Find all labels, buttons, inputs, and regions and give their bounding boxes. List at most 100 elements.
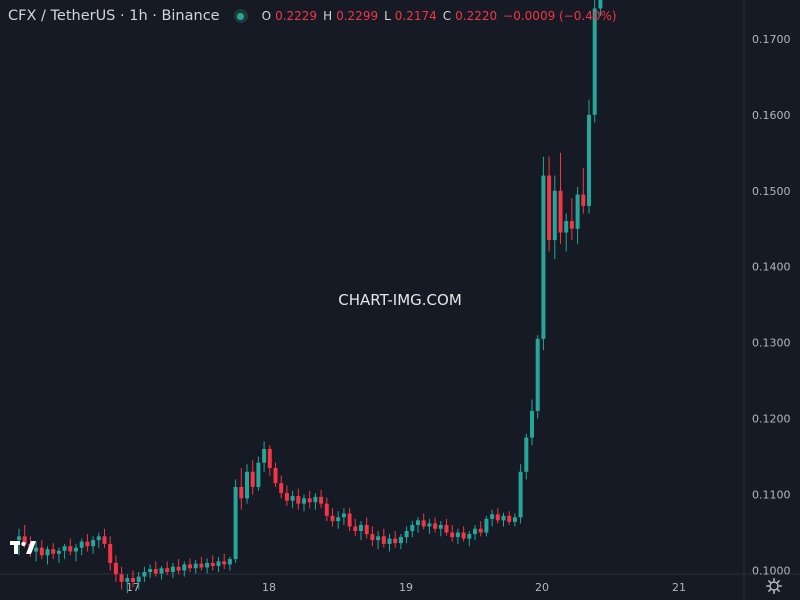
- candle-body[interactable]: [22, 536, 27, 544]
- settings-gear-icon[interactable]: [766, 578, 782, 594]
- candle-body[interactable]: [581, 194, 586, 206]
- candle-body[interactable]: [290, 496, 295, 501]
- candle-body[interactable]: [564, 221, 569, 233]
- candle-body[interactable]: [376, 536, 381, 541]
- candle-body[interactable]: [148, 568, 153, 573]
- candle-body[interactable]: [598, 0, 603, 9]
- candle-body[interactable]: [433, 523, 438, 529]
- candle-body[interactable]: [227, 559, 232, 565]
- candle-body[interactable]: [427, 523, 432, 527]
- candle-body[interactable]: [490, 514, 495, 519]
- candle-body[interactable]: [153, 568, 158, 574]
- candle-body[interactable]: [131, 578, 135, 582]
- candle-body[interactable]: [438, 524, 443, 529]
- candle-body[interactable]: [256, 462, 261, 487]
- candle-body[interactable]: [125, 578, 130, 582]
- candle-body[interactable]: [319, 496, 324, 504]
- candle-body[interactable]: [56, 550, 61, 554]
- candle-body[interactable]: [398, 537, 403, 544]
- candle-body[interactable]: [91, 540, 96, 547]
- candle-body[interactable]: [159, 568, 164, 574]
- candle-body[interactable]: [541, 175, 546, 339]
- candle-body[interactable]: [170, 566, 175, 573]
- candle-body[interactable]: [341, 513, 346, 518]
- candle-body[interactable]: [381, 536, 386, 544]
- candle-body[interactable]: [347, 513, 352, 527]
- candle-body[interactable]: [410, 524, 415, 532]
- candle-body[interactable]: [273, 467, 278, 484]
- candle-body[interactable]: [552, 190, 557, 241]
- candle-body[interactable]: [205, 562, 210, 568]
- candle-body[interactable]: [51, 549, 56, 554]
- candle-body[interactable]: [404, 531, 409, 538]
- candle-body[interactable]: [524, 437, 529, 472]
- candle-body[interactable]: [182, 564, 187, 571]
- candle-body[interactable]: [108, 543, 113, 563]
- candle-body[interactable]: [136, 576, 141, 582]
- candle-body[interactable]: [461, 532, 466, 539]
- candle-body[interactable]: [102, 536, 107, 544]
- candle-body[interactable]: [17, 536, 21, 541]
- tradingview-logo-icon[interactable]: [10, 540, 36, 556]
- candle-body[interactable]: [142, 572, 147, 577]
- candle-body[interactable]: [68, 546, 73, 552]
- candle-body[interactable]: [165, 568, 170, 573]
- candle-body[interactable]: [267, 448, 272, 468]
- candle-body[interactable]: [307, 498, 312, 503]
- candle-body[interactable]: [416, 520, 420, 525]
- candle-body[interactable]: [45, 549, 50, 556]
- candle-body[interactable]: [478, 528, 483, 533]
- candle-body[interactable]: [473, 528, 477, 535]
- candle-body[interactable]: [245, 471, 249, 499]
- candle-body[interactable]: [530, 411, 534, 438]
- candle-body[interactable]: [484, 518, 489, 533]
- candle-body[interactable]: [62, 546, 67, 551]
- candle-body[interactable]: [444, 524, 449, 533]
- candle-body[interactable]: [74, 547, 78, 552]
- candle-body[interactable]: [216, 561, 221, 566]
- candle-body[interactable]: [113, 562, 118, 575]
- candle-body[interactable]: [313, 496, 318, 503]
- candle-body[interactable]: [569, 221, 574, 229]
- candle-body[interactable]: [239, 486, 244, 499]
- candle-body[interactable]: [455, 532, 460, 538]
- candle-body[interactable]: [353, 526, 358, 532]
- candle-body[interactable]: [250, 471, 255, 487]
- candle-body[interactable]: [467, 534, 472, 539]
- candle-body[interactable]: [359, 524, 363, 532]
- candle-body[interactable]: [587, 114, 591, 206]
- symbol-title[interactable]: CFX / TetherUS · 1h · Binance: [8, 8, 220, 24]
- candle-body[interactable]: [96, 536, 101, 541]
- candle-body[interactable]: [188, 564, 192, 569]
- candle-body[interactable]: [39, 547, 44, 556]
- candle-body[interactable]: [302, 498, 306, 504]
- candle-body[interactable]: [495, 514, 500, 521]
- candle-body[interactable]: [512, 517, 517, 522]
- candle-body[interactable]: [222, 561, 227, 565]
- candle-body[interactable]: [501, 515, 506, 521]
- candle-body[interactable]: [450, 532, 455, 538]
- candle-body[interactable]: [199, 563, 204, 568]
- candle-body[interactable]: [324, 503, 329, 516]
- candle-body[interactable]: [296, 496, 301, 504]
- candle-body[interactable]: [284, 493, 289, 501]
- candle-body[interactable]: [547, 175, 552, 241]
- candle-body[interactable]: [85, 541, 90, 547]
- candle-body[interactable]: [34, 547, 39, 552]
- candle-body[interactable]: [233, 486, 238, 560]
- candle-body[interactable]: [575, 194, 580, 229]
- candle-body[interactable]: [330, 515, 335, 522]
- candle-body[interactable]: [370, 534, 375, 541]
- candle-body[interactable]: [518, 471, 523, 518]
- candle-body[interactable]: [507, 515, 512, 522]
- candle-body[interactable]: [592, 8, 597, 115]
- candle-body[interactable]: [193, 563, 198, 569]
- candle-body[interactable]: [262, 448, 267, 463]
- candle-body[interactable]: [279, 483, 284, 494]
- candle-body[interactable]: [210, 562, 215, 566]
- candle-body[interactable]: [176, 566, 181, 571]
- candle-body[interactable]: [535, 338, 540, 412]
- candle-body[interactable]: [558, 190, 563, 233]
- candle-body[interactable]: [336, 517, 341, 522]
